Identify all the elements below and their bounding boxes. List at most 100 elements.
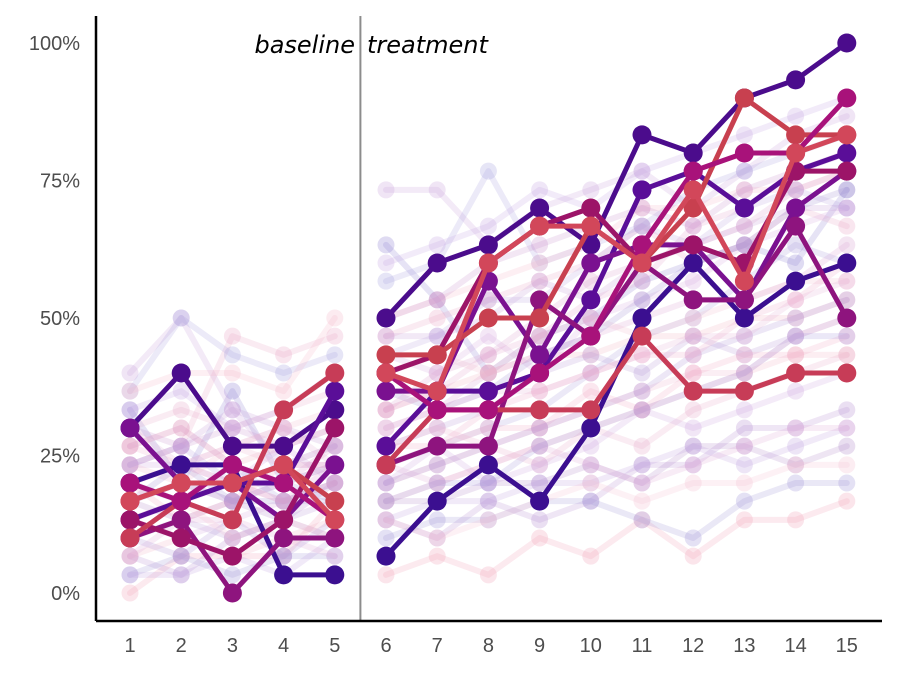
- highlighted-series-8-point: [478, 308, 498, 328]
- highlighted-series-2-point: [530, 491, 550, 511]
- faded-series-28-point: [172, 547, 190, 565]
- highlighted-series-9-point: [632, 235, 652, 255]
- highlighted-series-7-point: [376, 455, 396, 475]
- faded-series-10-point: [121, 456, 139, 474]
- faded-series-7-point: [838, 236, 856, 254]
- highlighted-series-10-point: [376, 363, 396, 383]
- faded-series-27-point: [633, 401, 651, 419]
- faded-series-27-point: [735, 346, 753, 364]
- faded-series-17-treatment-line: [383, 351, 850, 505]
- faded-series-10-point: [326, 437, 344, 455]
- highlighted-series-3-point: [632, 180, 652, 200]
- faded-series-4-point: [172, 566, 190, 584]
- highlighted-series-10-point: [837, 125, 857, 145]
- faded-series-14-point: [377, 474, 395, 492]
- faded-series-29-point: [479, 346, 497, 364]
- highlighted-series-1-point: [274, 436, 294, 456]
- highlighted-series-10-point: [427, 381, 447, 401]
- faded-series-25-point: [735, 437, 753, 455]
- faded-series-5-point: [838, 217, 856, 235]
- faded-series-22-point: [428, 291, 446, 309]
- faded-series-3-point: [787, 511, 805, 529]
- x-tick-label: 5: [329, 635, 340, 657]
- faded-series-8-point: [172, 419, 190, 437]
- faded-series-25-point: [633, 474, 651, 492]
- faded-series-30-point: [223, 529, 241, 547]
- faded-series-26-point: [531, 181, 549, 199]
- y-tick-label: 50%: [40, 308, 80, 330]
- faded-series-21-point: [633, 456, 651, 474]
- faded-series-8-treatment-line: [383, 296, 850, 413]
- faded-series-31-point: [787, 181, 805, 199]
- faded-series-6-point: [326, 346, 344, 364]
- highlighted-series-6-point: [325, 418, 345, 438]
- faded-series-10-point: [735, 217, 753, 235]
- faded-series-1-point: [787, 254, 805, 272]
- highlighted-series-8-point: [325, 491, 345, 511]
- faded-series-13-point: [428, 291, 446, 309]
- faded-series-28-point: [377, 474, 395, 492]
- faded-series-32-point: [684, 327, 702, 345]
- faded-series-26-point: [172, 382, 190, 400]
- faded-series-5-point: [428, 309, 446, 327]
- faded-series-32-point: [735, 327, 753, 345]
- faded-series-26-point: [223, 419, 241, 437]
- faded-series-11-baseline-line: [127, 388, 338, 431]
- faded-series-15-point: [428, 419, 446, 437]
- highlighted-series-10: [120, 125, 857, 530]
- highlighted-series-9-treatment-line: [383, 95, 850, 413]
- faded-series-14-point: [531, 456, 549, 474]
- faded-series-31-point: [121, 456, 139, 474]
- highlighted-series-10-point: [786, 143, 806, 163]
- faded-series-5-baseline-line: [127, 333, 338, 468]
- highlighted-series-1-point: [427, 253, 447, 273]
- highlighted-series-8-point: [427, 345, 447, 365]
- faded-series-5-point: [172, 437, 190, 455]
- highlighted-series-9-point: [837, 88, 857, 108]
- highlighted-series-10-point: [530, 216, 550, 236]
- faded-series-2-point: [121, 364, 139, 382]
- faded-series-30-point: [735, 474, 753, 492]
- faded-series-28-point: [787, 309, 805, 327]
- faded-series-30-point: [633, 492, 651, 510]
- baseline-phase-label: baseline: [254, 31, 355, 59]
- highlighted-series-layer: [120, 33, 857, 603]
- highlighted-series-6-point: [120, 510, 140, 530]
- faded-series-16-point: [684, 217, 702, 235]
- faded-series-22-point: [531, 236, 549, 254]
- faded-series-17-point: [735, 364, 753, 382]
- faded-series-10-point: [428, 327, 446, 345]
- faded-series-14-point: [787, 382, 805, 400]
- faded-series-27-point: [684, 364, 702, 382]
- faded-series-21-point: [172, 566, 190, 584]
- faded-series-17-point: [121, 547, 139, 565]
- highlighted-series-3-point: [376, 436, 396, 456]
- faded-series-29-treatment-line: [383, 168, 850, 413]
- faded-series-5-point: [326, 327, 344, 345]
- highlighted-series-1-point: [581, 235, 601, 255]
- faded-series-23-treatment-line: [383, 278, 850, 376]
- highlighted-series-10-point: [734, 271, 754, 291]
- highlighted-series-5-point: [274, 528, 294, 548]
- faded-series-28-point: [838, 291, 856, 309]
- highlighted-series-5-treatment-line: [383, 223, 850, 468]
- faded-series-9-treatment-line: [383, 443, 850, 505]
- highlighted-series-3-point: [837, 143, 857, 163]
- faded-series-32-point: [838, 272, 856, 290]
- faded-series-21-point: [735, 456, 753, 474]
- highlighted-series-7-point: [325, 363, 345, 383]
- faded-series-2-point: [582, 181, 600, 199]
- highlighted-series-7-point: [632, 326, 652, 346]
- highlighted-series-2-point: [734, 308, 754, 328]
- faded-series-31-point: [326, 437, 344, 455]
- faded-series-23-point: [684, 309, 702, 327]
- faded-series-29-point: [735, 217, 753, 235]
- highlighted-series-4-point: [581, 253, 601, 273]
- faded-series-24-point: [275, 492, 293, 510]
- faded-series-12-point: [223, 566, 241, 584]
- faded-series-5-point: [377, 327, 395, 345]
- faded-series-9-point: [531, 474, 549, 492]
- faded-series-1-point: [377, 236, 395, 254]
- highlighted-series-4-point: [325, 455, 345, 475]
